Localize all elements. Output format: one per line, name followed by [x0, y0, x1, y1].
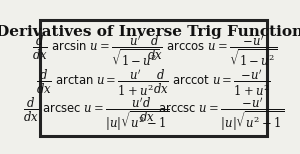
- Text: $\dfrac{d}{dx}$ arctan $u = \dfrac{u'}{1+u^2}$: $\dfrac{d}{dx}$ arctan $u = \dfrac{u'}{1…: [36, 67, 155, 97]
- Text: Derivatives of Inverse Trig Functions: Derivatives of Inverse Trig Functions: [0, 25, 300, 39]
- Text: $\dfrac{d}{dx}$ arccot $u = \dfrac{-u'}{1+u^2}$: $\dfrac{d}{dx}$ arccot $u = \dfrac{-u'}{…: [153, 67, 271, 97]
- Text: $\dfrac{d}{dx}$ arccsc $u = \dfrac{-u'}{|u|\sqrt{u^2-1}}$: $\dfrac{d}{dx}$ arccsc $u = \dfrac{-u'}{…: [139, 96, 284, 134]
- Text: $\dfrac{d}{dx}$ arccos $u = \dfrac{-u'}{\sqrt{1-u^2}}$: $\dfrac{d}{dx}$ arccos $u = \dfrac{-u'}{…: [146, 33, 277, 68]
- FancyBboxPatch shape: [40, 20, 267, 136]
- Text: $\dfrac{d}{dx}$ arcsec $u = \dfrac{u'}{|u|\sqrt{u^2-1}}$: $\dfrac{d}{dx}$ arcsec $u = \dfrac{u'}{|…: [22, 96, 169, 134]
- Text: $\dfrac{d}{dx}$ arcsin $u = \dfrac{u'}{\sqrt{1-u^2}}$: $\dfrac{d}{dx}$ arcsin $u = \dfrac{u'}{\…: [32, 33, 160, 68]
